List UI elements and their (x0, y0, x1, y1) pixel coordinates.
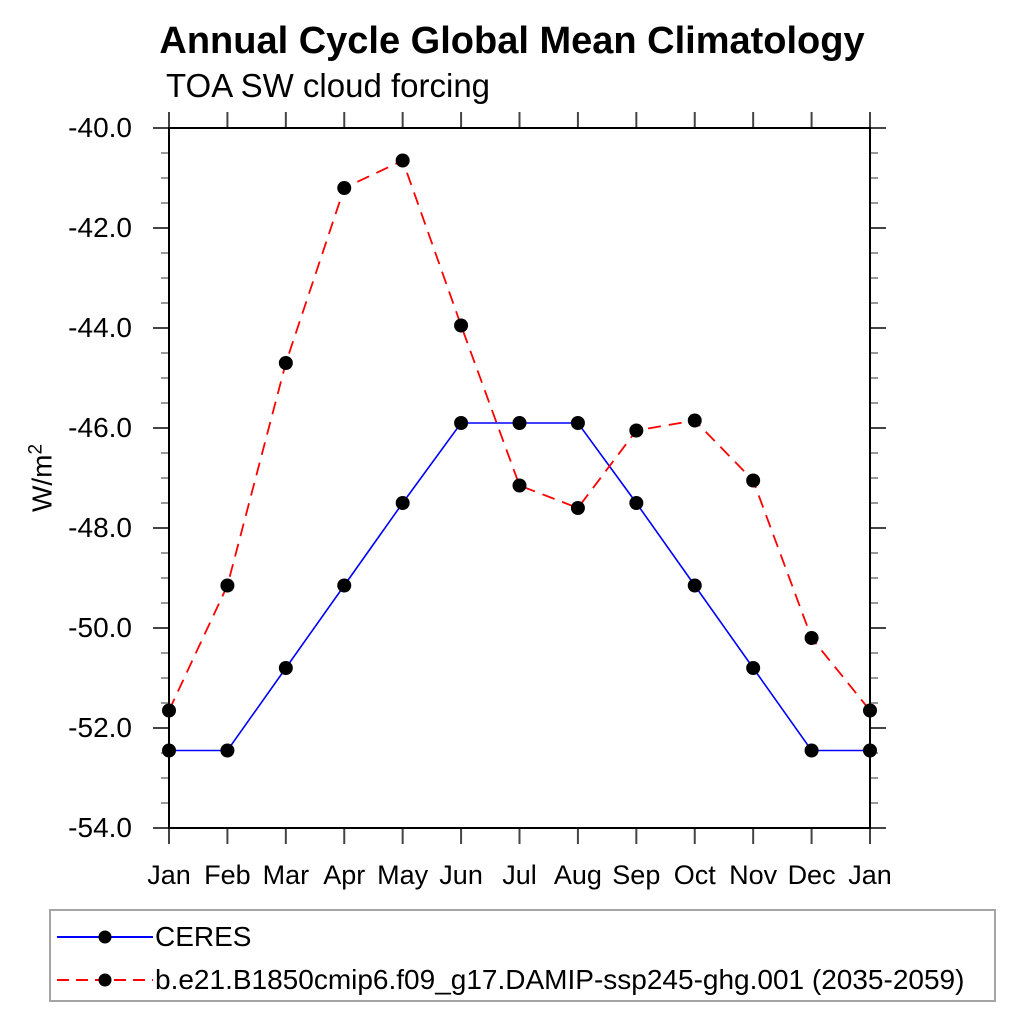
y-tick-label: -52.0 (68, 712, 132, 743)
x-tick-label: Mar (263, 860, 310, 890)
y-tick-label: -40.0 (68, 112, 132, 143)
y-tick-label: -46.0 (68, 412, 132, 443)
series-marker-1 (220, 578, 235, 593)
series-line-0 (169, 422, 870, 752)
x-tick-label: Feb (204, 860, 251, 890)
x-tick-label: May (377, 860, 429, 890)
series-marker-0 (454, 416, 469, 430)
y-tick-label: -50.0 (68, 612, 132, 643)
legend-row-model: b.e21.B1850cmip6.f09_g17.DAMIP-ssp245-gh… (55, 958, 994, 1001)
axis-frame (168, 127, 871, 829)
series-marker-0 (512, 416, 527, 430)
y-tick-label: -44.0 (68, 312, 132, 343)
series-marker-1 (746, 473, 761, 488)
series-line-1 (168, 159, 871, 712)
series-marker-0 (337, 578, 352, 593)
y-tick-label: -42.0 (68, 212, 132, 243)
series-marker-1 (337, 181, 352, 195)
x-tick-label: Oct (674, 860, 717, 890)
series-marker-0 (570, 416, 585, 430)
legend-line-sample-ceres (57, 930, 153, 943)
x-tick-label: Dec (788, 860, 836, 890)
y-tick-label: -54.0 (68, 812, 132, 843)
series-marker-0 (863, 743, 877, 758)
x-tick-label: Jan (147, 860, 191, 890)
legend-marker-icon (98, 930, 112, 943)
series-marker-1 (629, 423, 644, 438)
x-tick-label: Nov (729, 860, 778, 890)
series-marker-1 (687, 413, 702, 428)
series-marker-1 (863, 703, 877, 718)
series-marker-1 (804, 631, 819, 645)
series-marker-0 (395, 496, 410, 510)
series-marker-0 (278, 661, 293, 675)
legend-label-model: b.e21.B1850cmip6.f09_g17.DAMIP-ssp245-gh… (155, 963, 965, 995)
plot-subtitle: TOA SW cloud forcing (166, 67, 491, 104)
series-marker-0 (746, 661, 761, 675)
page-title: Annual Cycle Global Mean Climatology (159, 20, 865, 62)
series-marker-0 (687, 578, 702, 593)
y-tick-label: -48.0 (68, 512, 132, 543)
series-marker-1 (570, 501, 585, 515)
legend-line-sample-model (57, 973, 153, 986)
series-marker-1 (278, 356, 293, 370)
series-marker-1 (512, 478, 527, 493)
series-marker-0 (220, 743, 235, 758)
x-tick-label: Sep (612, 860, 660, 890)
series-marker-1 (162, 703, 176, 718)
legend-row-ceres: CERES (55, 915, 994, 958)
series-marker-0 (629, 496, 644, 510)
series-marker-0 (804, 743, 819, 758)
x-tick-label: Jan (848, 860, 892, 890)
x-tick-label: Aug (554, 860, 602, 890)
x-tick-label: Jun (439, 860, 483, 890)
legend: CERES b.e21.B1850cmip6.f09_g17.DAMIP-ssp… (49, 909, 996, 1002)
x-tick-label: Apr (323, 860, 365, 890)
legend-label-ceres: CERES (155, 920, 252, 952)
series-marker-0 (162, 743, 176, 758)
legend-marker-icon (98, 973, 112, 986)
series-marker-1 (454, 318, 469, 333)
series-marker-1 (395, 153, 410, 168)
x-tick-label: Jul (502, 860, 537, 890)
